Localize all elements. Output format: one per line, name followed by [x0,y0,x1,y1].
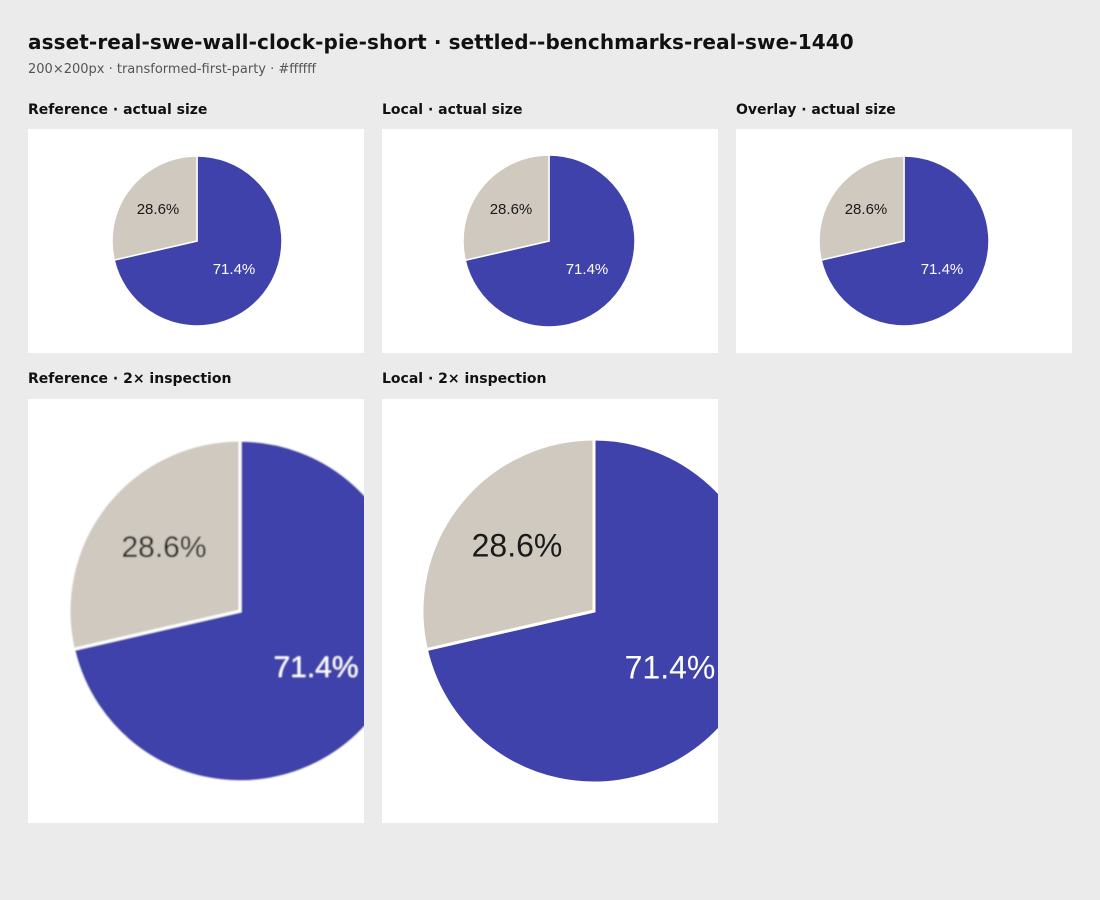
pie-slice-0 [71,438,364,784]
pie-slice-1 [420,437,596,652]
overlay-actual-panel: 28.6% 71.4% [736,129,1072,353]
pie-slice-0 [113,155,283,327]
local-actual-pie: 28.6% 71.4% [462,154,636,328]
reference-actual-panel: 28.6% 71.4% [28,129,364,353]
pie-slice-0 [820,155,990,327]
overlay-actual-pie: 28.6% 71.4% [818,155,990,327]
slice-label-small: 28.6% [121,531,206,564]
overlay-actual-label: Overlay · actual size [736,102,896,118]
pie-slice-1 [818,155,905,261]
pie-slice-0 [424,437,718,785]
slice-label-large: 71.4% [921,261,964,278]
pie-slice-1 [67,438,242,652]
reference-actual-label: Reference · actual size [28,102,208,118]
reference-2x-label: Reference · 2× inspection [28,371,232,387]
pie-slice-1 [462,154,550,262]
slice-label-large: 71.4% [273,651,358,684]
slice-label-large: 71.4% [625,649,716,685]
page-subtitle: 200×200px · transformed-first-party · #f… [28,62,317,77]
local-2x-label: Local · 2× inspection [382,371,547,387]
local-actual-label: Local · actual size [382,102,523,118]
pie-slice-1 [111,155,198,261]
slice-label-small: 28.6% [472,527,563,563]
reference-2x-pie: 28.6% 71.4% [67,438,364,784]
pie-slice-0 [464,154,636,328]
page-title: asset-real-swe-wall-clock-pie-short · se… [28,30,854,54]
reference-2x-panel: 28.6% 71.4% [28,399,364,823]
local-actual-panel: 28.6% 71.4% [382,129,718,353]
slice-label-small: 28.6% [845,201,888,218]
local-2x-pie: 28.6% 71.4% [420,437,718,785]
local-2x-panel: 28.6% 71.4% [382,399,718,823]
slice-label-large: 71.4% [566,261,609,278]
slice-label-small: 28.6% [490,201,533,218]
slice-label-small: 28.6% [137,201,180,218]
slice-label-large: 71.4% [213,261,256,278]
reference-actual-pie: 28.6% 71.4% [111,155,283,327]
